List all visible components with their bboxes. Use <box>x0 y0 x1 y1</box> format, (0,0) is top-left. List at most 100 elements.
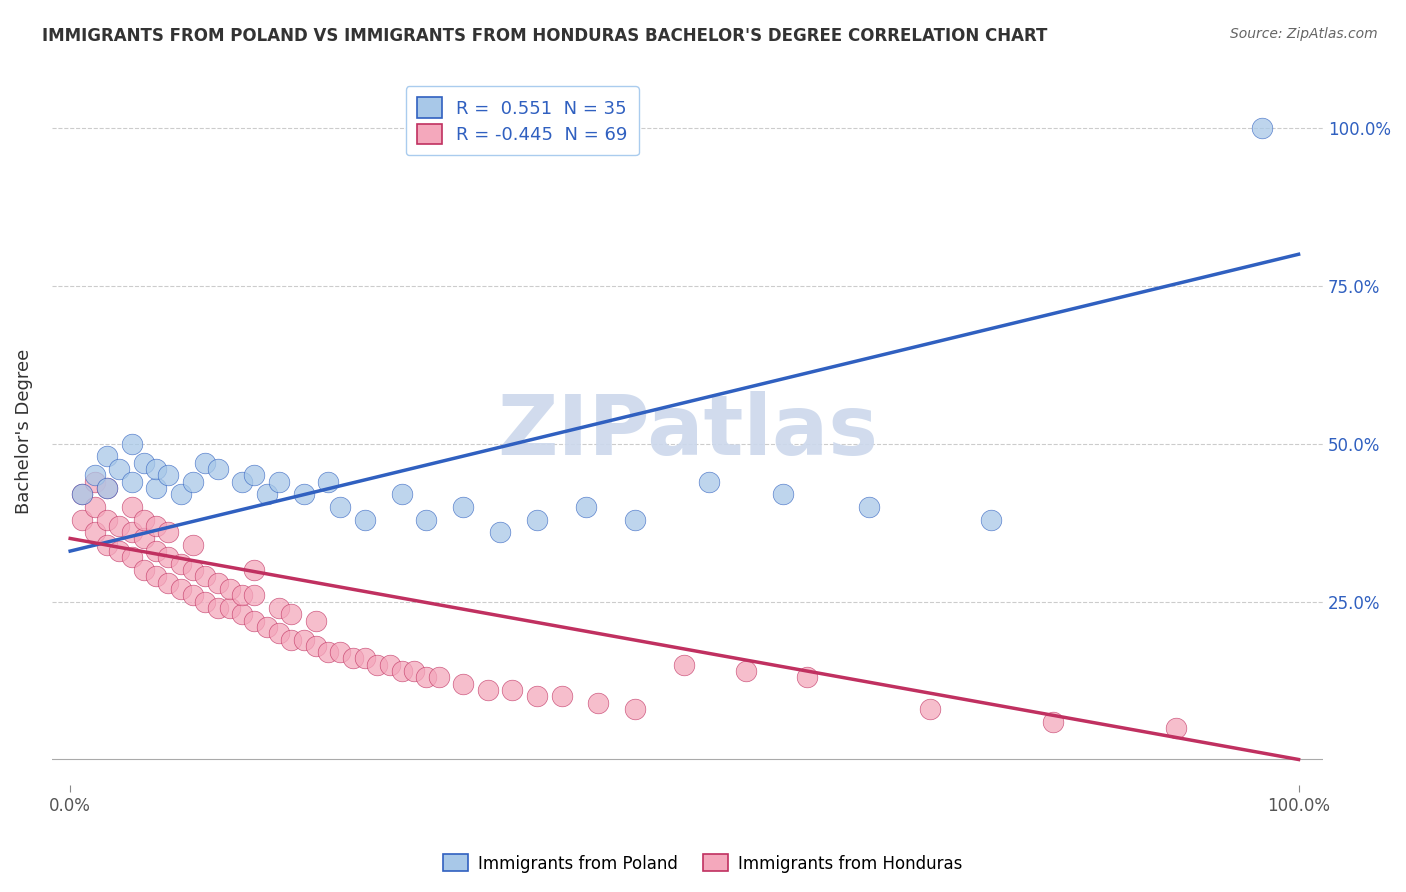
Point <box>181 563 204 577</box>
Point <box>96 481 118 495</box>
Point <box>83 475 105 489</box>
Point <box>305 639 328 653</box>
Point <box>354 512 377 526</box>
Point <box>108 544 131 558</box>
Point <box>292 632 315 647</box>
Point <box>451 676 474 690</box>
Point <box>72 487 94 501</box>
Point <box>378 657 401 672</box>
Point <box>280 632 302 647</box>
Point <box>526 690 548 704</box>
Point <box>366 657 388 672</box>
Point <box>1042 714 1064 729</box>
Point <box>427 670 450 684</box>
Point <box>858 500 880 514</box>
Point <box>354 651 377 665</box>
Point <box>624 512 647 526</box>
Point <box>132 512 155 526</box>
Point <box>145 544 167 558</box>
Point <box>243 468 266 483</box>
Point <box>145 518 167 533</box>
Point <box>256 487 278 501</box>
Point <box>72 512 94 526</box>
Point <box>305 614 328 628</box>
Point <box>526 512 548 526</box>
Point <box>132 532 155 546</box>
Point <box>451 500 474 514</box>
Point <box>501 683 523 698</box>
Point <box>157 525 180 540</box>
Point <box>181 475 204 489</box>
Point <box>83 500 105 514</box>
Point <box>624 702 647 716</box>
Point <box>550 690 572 704</box>
Point <box>194 456 217 470</box>
Point <box>697 475 720 489</box>
Text: ZIPatlas: ZIPatlas <box>496 391 877 472</box>
Point <box>181 538 204 552</box>
Point <box>132 456 155 470</box>
Point <box>256 620 278 634</box>
Point <box>588 696 610 710</box>
Point <box>267 475 290 489</box>
Point <box>673 657 696 672</box>
Point <box>218 582 240 596</box>
Point <box>415 670 437 684</box>
Point <box>145 569 167 583</box>
Text: IMMIGRANTS FROM POLAND VS IMMIGRANTS FROM HONDURAS BACHELOR'S DEGREE CORRELATION: IMMIGRANTS FROM POLAND VS IMMIGRANTS FRO… <box>42 27 1047 45</box>
Point <box>145 481 167 495</box>
Point <box>391 487 413 501</box>
Point <box>329 500 352 514</box>
Point <box>207 462 229 476</box>
Point <box>121 525 143 540</box>
Point <box>918 702 941 716</box>
Point <box>157 550 180 565</box>
Legend: Immigrants from Poland, Immigrants from Honduras: Immigrants from Poland, Immigrants from … <box>437 847 969 880</box>
Point <box>207 575 229 590</box>
Point <box>157 575 180 590</box>
Point <box>170 582 193 596</box>
Point <box>489 525 512 540</box>
Point <box>267 626 290 640</box>
Point <box>83 468 105 483</box>
Point <box>772 487 794 501</box>
Point <box>734 664 756 678</box>
Point <box>796 670 818 684</box>
Point <box>231 588 253 602</box>
Point <box>121 475 143 489</box>
Point <box>1250 120 1272 135</box>
Point <box>83 525 105 540</box>
Point <box>121 500 143 514</box>
Text: Source: ZipAtlas.com: Source: ZipAtlas.com <box>1230 27 1378 41</box>
Point <box>231 475 253 489</box>
Point <box>342 651 364 665</box>
Point <box>415 512 437 526</box>
Point <box>157 468 180 483</box>
Y-axis label: Bachelor's Degree: Bachelor's Degree <box>15 349 32 514</box>
Point <box>980 512 1002 526</box>
Point <box>207 601 229 615</box>
Point <box>194 594 217 608</box>
Point <box>267 601 290 615</box>
Point <box>316 475 339 489</box>
Point <box>391 664 413 678</box>
Point <box>316 645 339 659</box>
Point <box>72 487 94 501</box>
Point <box>231 607 253 622</box>
Point <box>243 614 266 628</box>
Point <box>170 487 193 501</box>
Point <box>181 588 204 602</box>
Point <box>575 500 598 514</box>
Point <box>96 538 118 552</box>
Legend: R =  0.551  N = 35, R = -0.445  N = 69: R = 0.551 N = 35, R = -0.445 N = 69 <box>406 87 638 155</box>
Point <box>280 607 302 622</box>
Point <box>121 550 143 565</box>
Point <box>121 436 143 450</box>
Point <box>96 481 118 495</box>
Point <box>243 563 266 577</box>
Point <box>145 462 167 476</box>
Point <box>404 664 426 678</box>
Point <box>96 450 118 464</box>
Point <box>218 601 240 615</box>
Point <box>477 683 499 698</box>
